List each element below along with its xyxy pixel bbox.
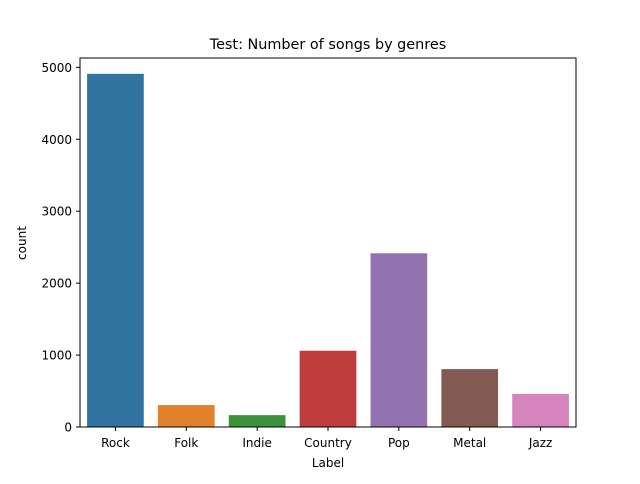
x-tick-label-indie: Indie (242, 436, 271, 450)
x-ticks-group: Rock Folk Indie Country Pop Metal Jazz (101, 427, 552, 450)
x-tick-label-country: Country (304, 436, 352, 450)
x-tick-label-pop: Pop (388, 436, 410, 450)
x-tick-label-rock: Rock (101, 436, 130, 450)
bar-folk (157, 405, 215, 427)
y-tick-label-4000: 4000 (41, 133, 72, 147)
y-tick-label-0: 0 (64, 421, 72, 435)
y-tick-label-5000: 5000 (41, 61, 72, 75)
bar-metal (441, 369, 499, 427)
x-tick-label-jazz: Jazz (528, 436, 553, 450)
x-tick-label-metal: Metal (453, 436, 486, 450)
y-tick-label-3000: 3000 (41, 205, 72, 219)
y-tick-label-1000: 1000 (41, 349, 72, 363)
bar-jazz (512, 393, 569, 427)
plot-frame (79, 57, 577, 428)
bar-pop (370, 253, 428, 427)
y-tick-label-2000: 2000 (41, 277, 72, 291)
bar-rock (87, 73, 144, 427)
chart-title: Test: Number of songs by genres (209, 37, 447, 53)
x-tick-label-folk: Folk (174, 436, 198, 450)
x-axis-label: Label (312, 456, 344, 470)
y-axis-label: count (15, 226, 29, 260)
y-ticks-group: 0 1000 2000 3000 4000 5000 (41, 61, 80, 435)
bar-country (299, 350, 357, 427)
bars-group (87, 73, 569, 427)
bar-indie (228, 415, 286, 427)
